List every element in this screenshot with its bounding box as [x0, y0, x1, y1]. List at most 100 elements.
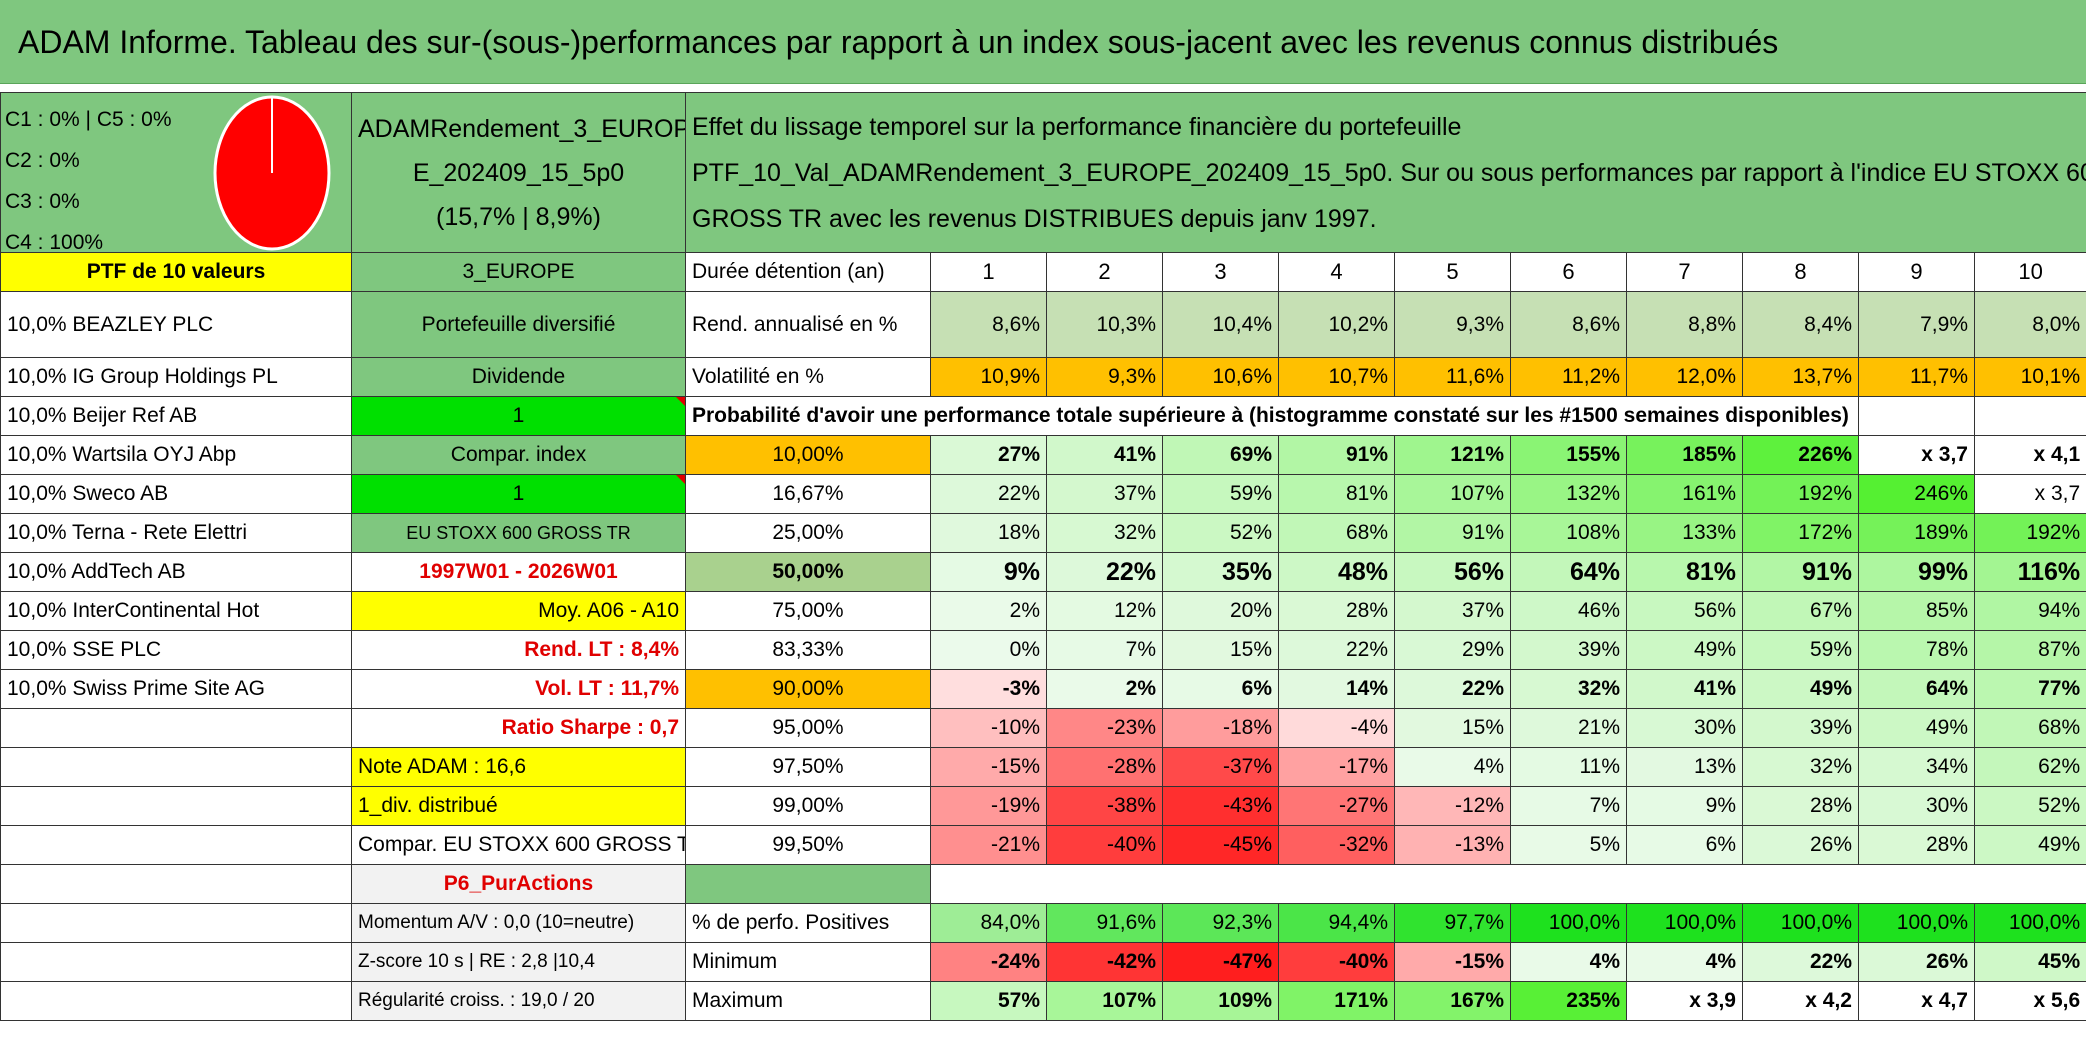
empty-cell[interactable]: [0, 942, 352, 982]
rend-value[interactable]: 7,9%: [1858, 291, 1975, 358]
empty-cell[interactable]: [685, 864, 931, 904]
empty-cell[interactable]: [0, 825, 352, 865]
prob-value[interactable]: -27%: [1278, 786, 1395, 826]
holding-row[interactable]: 10,0% BEAZLEY PLC: [0, 291, 352, 358]
min-value[interactable]: 4%: [1510, 942, 1627, 982]
prob-value[interactable]: 32%: [1046, 513, 1163, 553]
prob-value[interactable]: 41%: [1046, 435, 1163, 475]
prob-value[interactable]: -19%: [930, 786, 1047, 826]
year-header[interactable]: 10: [1973, 252, 2086, 292]
prob-value[interactable]: -38%: [1046, 786, 1163, 826]
prob-value[interactable]: 37%: [1394, 591, 1511, 631]
year-header[interactable]: 9: [1858, 252, 1975, 292]
max-value[interactable]: x 5,6: [1973, 981, 2086, 1021]
portfolio-type[interactable]: Portefeuille diversifié: [351, 291, 686, 358]
prob-value[interactable]: 189%: [1858, 513, 1975, 553]
prob-value[interactable]: 133%: [1626, 513, 1743, 553]
max-value[interactable]: x 3,9: [1626, 981, 1743, 1021]
prob-value[interactable]: 30%: [1626, 708, 1743, 748]
prob-value[interactable]: -45%: [1162, 825, 1279, 865]
pur-actions[interactable]: P6_PurActions: [351, 864, 686, 904]
prob-value[interactable]: 59%: [1742, 630, 1859, 670]
region-label[interactable]: 3_EUROPE: [351, 252, 686, 292]
vol-value[interactable]: 10,9%: [930, 357, 1047, 397]
prob-value[interactable]: 77%: [1973, 669, 2086, 709]
prob-value[interactable]: 14%: [1278, 669, 1395, 709]
pos-value[interactable]: 84,0%: [930, 903, 1047, 943]
prob-value[interactable]: 107%: [1394, 474, 1511, 514]
min-value[interactable]: -15%: [1394, 942, 1511, 982]
prob-value[interactable]: 78%: [1858, 630, 1975, 670]
empty-cell[interactable]: [1974, 864, 2086, 904]
prob-value[interactable]: 21%: [1510, 708, 1627, 748]
max-label[interactable]: Maximum: [685, 981, 931, 1021]
cluster-block[interactable]: C1 : 0% | C5 : 0% C2 : 0% C3 : 0% C4 : 100%: [0, 92, 352, 253]
empty-cell[interactable]: [930, 864, 1047, 904]
prob-value[interactable]: 7%: [1510, 786, 1627, 826]
holding-row[interactable]: 10,0% AddTech AB: [0, 552, 352, 592]
min-label[interactable]: Minimum: [685, 942, 931, 982]
min-value[interactable]: -40%: [1278, 942, 1395, 982]
prob-value[interactable]: 91%: [1742, 552, 1859, 592]
probability-level[interactable]: 50,00%: [685, 552, 931, 592]
empty-cell[interactable]: [1742, 864, 1859, 904]
rend-value[interactable]: 8,8%: [1626, 291, 1743, 358]
prob-value[interactable]: 155%: [1510, 435, 1627, 475]
prob-value[interactable]: 99%: [1858, 552, 1975, 592]
prob-value[interactable]: 48%: [1278, 552, 1395, 592]
probability-level[interactable]: 99,50%: [685, 825, 931, 865]
prob-value[interactable]: 6%: [1626, 825, 1743, 865]
prob-value[interactable]: 30%: [1858, 786, 1975, 826]
duration-label[interactable]: Durée détention (an): [685, 252, 931, 292]
prob-value[interactable]: 91%: [1278, 435, 1395, 475]
max-value[interactable]: 57%: [930, 981, 1047, 1021]
prob-value[interactable]: 64%: [1858, 669, 1975, 709]
rend-value[interactable]: 10,4%: [1162, 291, 1279, 358]
min-value[interactable]: -42%: [1046, 942, 1163, 982]
prob-value[interactable]: 2%: [1046, 669, 1163, 709]
vol-value[interactable]: 11,2%: [1510, 357, 1627, 397]
regularite-label[interactable]: Régularité croiss. : 19,0 / 20: [351, 981, 686, 1021]
prob-value[interactable]: 52%: [1973, 786, 2086, 826]
sharpe-ratio[interactable]: Ratio Sharpe : 0,7: [351, 708, 686, 748]
prob-value[interactable]: 15%: [1162, 630, 1279, 670]
vol-label[interactable]: Volatilité en %: [685, 357, 931, 397]
prob-value[interactable]: 172%: [1742, 513, 1859, 553]
prob-value[interactable]: -37%: [1162, 747, 1279, 787]
rend-value[interactable]: 8,4%: [1742, 291, 1859, 358]
empty-cell[interactable]: [0, 864, 352, 904]
rend-value[interactable]: 10,2%: [1278, 291, 1395, 358]
vol-value[interactable]: 10,7%: [1278, 357, 1395, 397]
rend-label[interactable]: Rend. annualisé en %: [685, 291, 931, 358]
prob-value[interactable]: 32%: [1510, 669, 1627, 709]
holding-row[interactable]: 10,0% InterContinental Hot: [0, 591, 352, 631]
moy-label[interactable]: Moy. A06 - A10: [351, 591, 686, 631]
prob-value[interactable]: 46%: [1510, 591, 1627, 631]
rend-value[interactable]: 9,3%: [1394, 291, 1511, 358]
prob-value[interactable]: 34%: [1858, 747, 1975, 787]
prob-value[interactable]: 26%: [1742, 825, 1859, 865]
prob-value[interactable]: 116%: [1973, 552, 2086, 592]
pos-value[interactable]: 100,0%: [1626, 903, 1743, 943]
min-value[interactable]: 4%: [1626, 942, 1743, 982]
empty-cell[interactable]: [1162, 864, 1279, 904]
prob-value[interactable]: -10%: [930, 708, 1047, 748]
prob-value[interactable]: 29%: [1394, 630, 1511, 670]
prob-value[interactable]: 121%: [1394, 435, 1511, 475]
pos-value[interactable]: 100,0%: [1742, 903, 1859, 943]
period-label[interactable]: 1997W01 - 2026W01: [351, 552, 686, 592]
vol-value[interactable]: 10,1%: [1973, 357, 2086, 397]
pos-label[interactable]: % de perfo. Positives: [685, 903, 931, 943]
prob-value[interactable]: 91%: [1394, 513, 1511, 553]
probability-level[interactable]: 10,00%: [685, 435, 931, 475]
year-header[interactable]: 4: [1278, 252, 1395, 292]
probability-level[interactable]: 83,33%: [685, 630, 931, 670]
prob-value[interactable]: 7%: [1046, 630, 1163, 670]
probability-level[interactable]: 95,00%: [685, 708, 931, 748]
prob-value[interactable]: x 3,7: [1973, 474, 2086, 514]
probability-level[interactable]: 16,67%: [685, 474, 931, 514]
empty-cell[interactable]: [1278, 864, 1395, 904]
prob-value[interactable]: 28%: [1858, 825, 1975, 865]
prob-value[interactable]: 28%: [1742, 786, 1859, 826]
holding-row[interactable]: 10,0% Beijer Ref AB: [0, 396, 352, 436]
